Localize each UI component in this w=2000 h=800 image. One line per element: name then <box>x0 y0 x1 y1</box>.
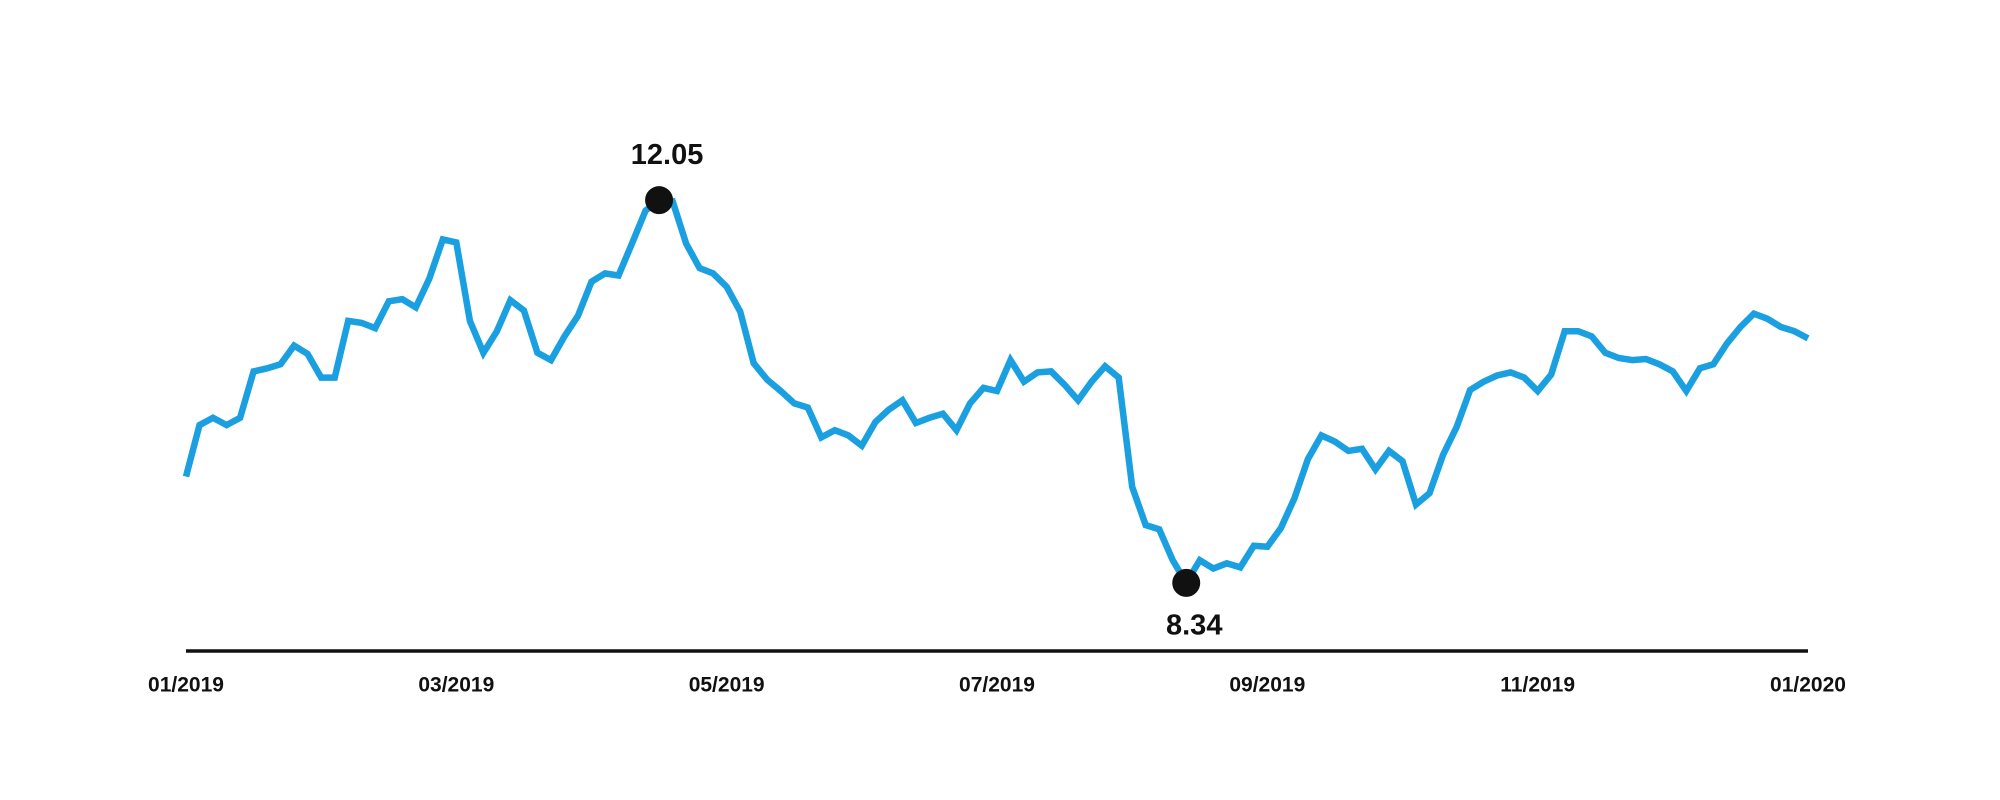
extreme-label: 12.05 <box>631 139 704 171</box>
extreme-marker <box>645 186 674 215</box>
x-tick-label: 03/2019 <box>418 674 494 697</box>
x-tick-label: 01/2019 <box>148 674 224 697</box>
extreme-marker <box>1172 568 1201 597</box>
x-tick-label: 01/2020 <box>1770 674 1846 697</box>
data-line <box>182 196 1810 590</box>
extreme-label: 8.34 <box>1166 610 1222 642</box>
x-tick-label: 11/2019 <box>1500 674 1575 697</box>
x-tick-label: 07/2019 <box>959 674 1035 697</box>
x-tick-label: 09/2019 <box>1229 674 1305 697</box>
x-tick-label: 05/2019 <box>689 674 765 697</box>
